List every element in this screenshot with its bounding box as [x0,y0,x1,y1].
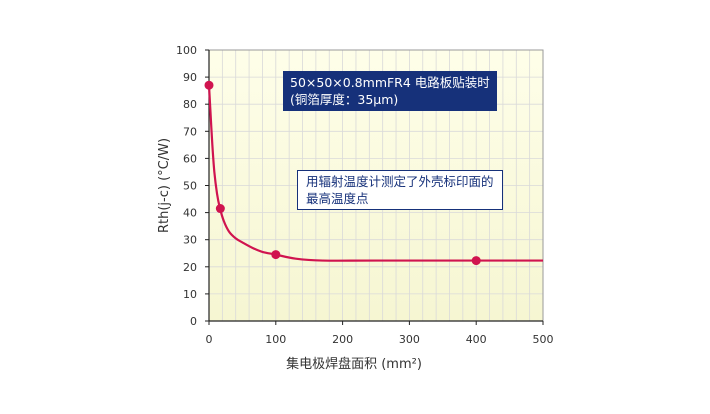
y-axis-label: Rth(j-c) (°C/W) [157,138,172,233]
series-line [207,85,543,262]
annotation-line: 50×50×0.8mmFR4 电路板贴装时 [290,75,490,90]
y-tick-label: 80 [183,98,197,111]
annotation-measurement-method: 用辐射温度计测定了外壳标印面的 最高温度点 [297,170,503,210]
y-tick-label: 30 [183,234,197,247]
y-tick-label: 20 [183,261,197,274]
annotation-line: (铜箔厚度：35μm) [290,92,399,107]
y-tick-label: 0 [190,315,197,328]
series-layer [204,80,543,266]
y-tick-label: 40 [183,207,197,220]
annotation-line: 用辐射温度计测定了外壳标印面的 [306,174,494,189]
x-tick-label: 500 [533,333,554,346]
data-point [204,80,214,90]
y-tick-label: 100 [176,44,197,57]
y-tick-label: 70 [183,125,197,138]
x-tick-label: 200 [332,333,353,346]
annotation-line: 最高温度点 [306,191,369,206]
y-tick-label: 60 [183,152,197,165]
tick-labels: 0 10 20 30 40 50 60 70 80 90 100 0 100 200 300 400 500 [176,44,554,346]
annotation-board-condition: 50×50×0.8mmFR4 电路板贴装时 (铜箔厚度：35μm) [283,71,497,111]
x-axis-label: 集电极焊盘面积 (mm²) [286,356,422,372]
y-tick-label: 10 [183,288,197,301]
x-tick-label: 0 [206,333,213,346]
x-tick-label: 400 [466,333,487,346]
x-tick-label: 100 [265,333,286,346]
data-point [215,204,225,214]
y-tick-label: 50 [183,180,197,193]
data-point [271,250,281,260]
x-tick-label: 300 [399,333,420,346]
data-point [471,256,481,266]
y-tick-label: 90 [183,71,197,84]
